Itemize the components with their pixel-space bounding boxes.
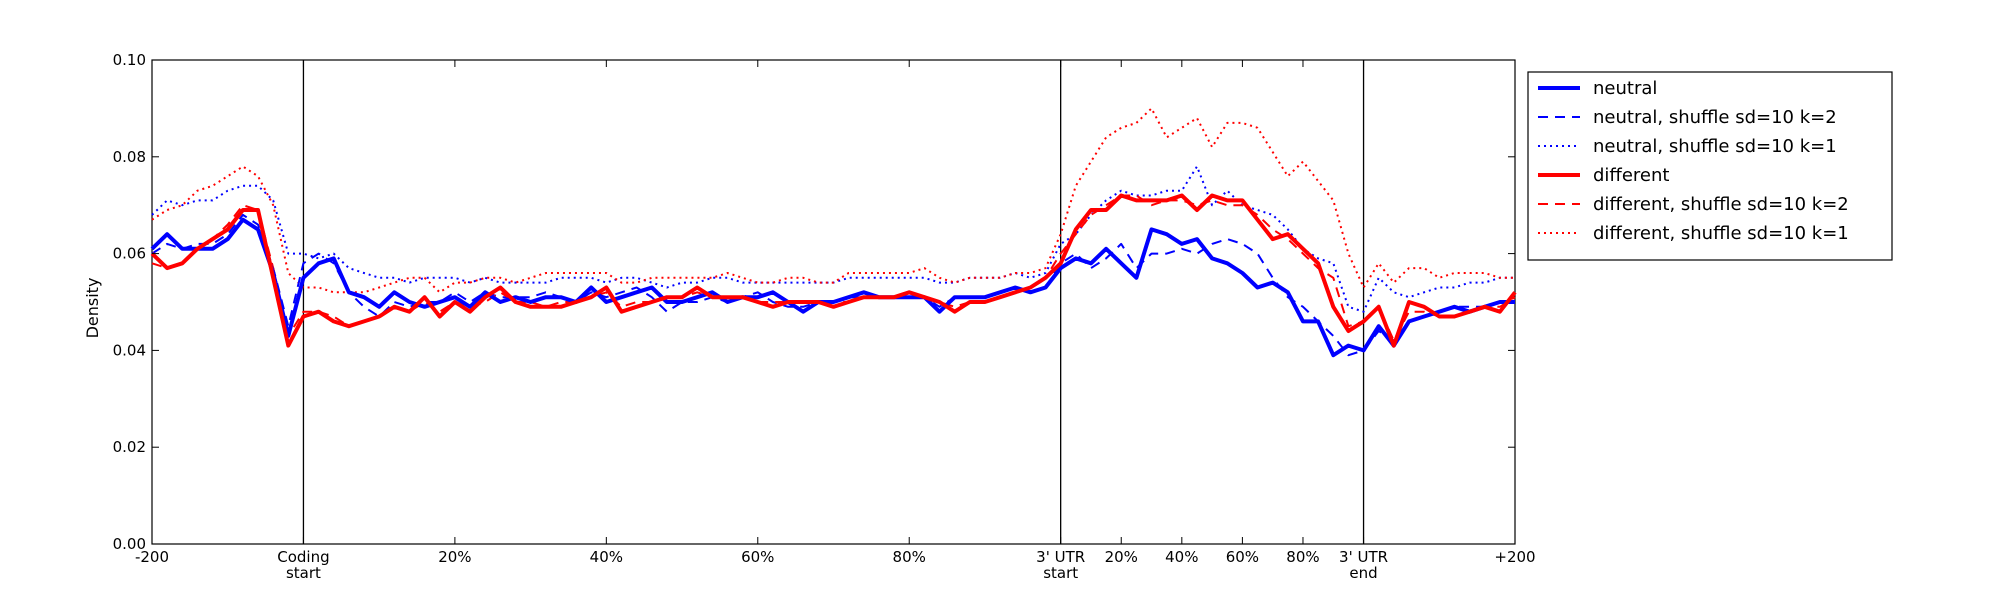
series-line-2 [151,213,1515,357]
legend-box [1527,71,1893,261]
x-tick-label: Coding start [277,548,329,582]
legend: neutral neutral, shuffle sd=10 k=2 neutral… [1527,71,1893,261]
x-tick-label: 20% [1105,548,1138,566]
y-tick-label: 0.02 [113,438,146,456]
x-tick-label: 3' UTR end [1339,548,1388,582]
x-axis: -200 Coding start 20% 40% 60% 80% 3' UTR start 20… [135,60,1536,582]
series-line-3 [151,165,1515,313]
series-lines [150,107,1517,358]
y-axis: 0.00 0.02 0.04 0.06 0.08 0.10 [113,51,1515,553]
legend-entry-label: neutral, shuffle sd=10 k=2 [1593,107,1837,128]
x-tick-label: 60% [1226,548,1259,566]
x-tick-label: 60% [741,548,774,566]
y-tick-label: 0.06 [113,245,146,263]
legend-entry-label: neutral, shuffle sd=10 k=1 [1593,136,1837,157]
series-line-1 [150,217,1515,358]
x-tick-label: 40% [590,548,623,566]
y-tick-label: 0.04 [113,341,146,359]
y-tick-label: 0.00 [113,535,146,553]
legend-entry-label: different, shuffle sd=10 k=1 [1593,223,1849,244]
x-tick-label: -200 [135,548,169,566]
x-tick-label: 40% [1165,548,1198,566]
legend-entry-label: neutral [1593,78,1657,99]
series-line-4 [150,193,1517,348]
y-axis-label: Density [83,278,102,339]
series-line-5 [151,194,1516,342]
series-line-6 [151,107,1515,294]
y-tick-label: 0.10 [113,51,146,69]
y-tick-label: 0.08 [113,148,146,166]
x-tick-label: 20% [438,548,471,566]
x-tick-label: 80% [1286,548,1319,566]
x-tick-label: +200 [1494,548,1535,566]
legend-entry-label: different [1593,165,1669,186]
legend-entry-label: different, shuffle sd=10 k=2 [1593,194,1849,215]
x-tick-label: 80% [893,548,926,566]
region-boundary-lines [302,60,1365,544]
x-tick-label: 3' UTR start [1036,548,1085,582]
